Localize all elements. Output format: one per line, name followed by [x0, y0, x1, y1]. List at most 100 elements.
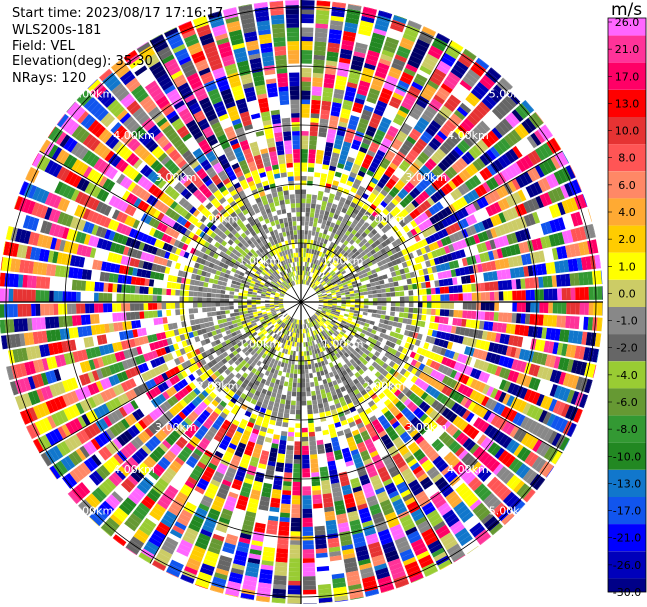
velocity-gate — [369, 192, 377, 200]
velocity-gate — [377, 192, 386, 200]
velocity-gate — [444, 302, 450, 309]
velocity-gate — [409, 211, 417, 220]
velocity-gate — [345, 254, 351, 260]
velocity-gate — [329, 276, 334, 281]
velocity-gate — [411, 199, 420, 208]
velocity-gate — [493, 84, 507, 97]
velocity-gate — [449, 94, 461, 105]
velocity-gate — [527, 152, 538, 166]
velocity-gate — [469, 214, 478, 224]
velocity-gate — [444, 286, 450, 294]
velocity-gate — [376, 310, 382, 315]
velocity-gate — [542, 314, 549, 327]
velocity-gate — [338, 62, 350, 69]
velocity-gate — [367, 196, 375, 204]
velocity-gate — [551, 188, 561, 202]
velocity-gate — [455, 250, 462, 259]
velocity-gate — [415, 99, 427, 109]
velocity-gate — [575, 287, 580, 300]
velocity-gate — [319, 261, 324, 267]
velocity-gate — [321, 263, 326, 268]
velocity-gate — [412, 174, 421, 184]
velocity-gate — [466, 284, 472, 293]
velocity-gate — [444, 262, 451, 271]
velocity-gate — [372, 32, 386, 41]
velocity-gate — [354, 307, 360, 311]
velocity-gate — [418, 193, 427, 202]
velocity-gate — [489, 311, 495, 321]
velocity-gate — [460, 139, 471, 151]
velocity-gate — [375, 314, 381, 319]
velocity-gate — [311, 90, 322, 96]
velocity-gate — [440, 237, 448, 247]
velocity-gate — [313, 68, 324, 74]
velocity-gate — [425, 260, 432, 268]
velocity-gate — [430, 315, 436, 323]
velocity-gate — [435, 33, 450, 44]
velocity-gate — [305, 257, 308, 262]
velocity-gate — [465, 319, 472, 328]
velocity-gate — [385, 257, 392, 263]
velocity-gate — [514, 243, 521, 255]
velocity-gate — [315, 260, 319, 265]
velocity-gate — [341, 279, 347, 284]
velocity-gate — [566, 287, 571, 301]
velocity-gate — [343, 251, 349, 258]
velocity-gate — [340, 277, 345, 282]
velocity-gate — [511, 109, 524, 122]
velocity-gate — [417, 155, 427, 164]
velocity-gate — [549, 261, 556, 274]
velocity-gate — [377, 293, 382, 298]
velocity-gate — [452, 201, 461, 211]
velocity-gate — [525, 302, 531, 313]
velocity-gate — [372, 309, 378, 314]
velocity-gate — [351, 143, 360, 151]
velocity-gate — [538, 162, 549, 176]
velocity-gate — [323, 264, 328, 270]
velocity-gate — [306, 280, 309, 286]
velocity-gate — [367, 225, 374, 232]
velocity-gate — [301, 279, 304, 285]
velocity-gate — [359, 266, 365, 271]
velocity-gate — [594, 333, 601, 347]
velocity-gate — [370, 83, 382, 92]
velocity-gate — [511, 279, 517, 290]
velocity-gate — [345, 230, 351, 237]
velocity-gate — [301, 45, 313, 51]
velocity-gate — [345, 291, 350, 295]
velocity-gate — [337, 272, 343, 278]
velocity-gate — [424, 187, 434, 197]
velocity-gate — [482, 181, 492, 193]
velocity-gate — [371, 211, 379, 218]
velocity-gate — [301, 194, 306, 199]
velocity-gate — [423, 109, 435, 119]
velocity-gate — [350, 278, 356, 283]
velocity-gate — [425, 281, 431, 288]
velocity-gate — [353, 265, 360, 271]
velocity-gate — [308, 253, 311, 258]
velocity-gate — [353, 256, 359, 262]
velocity-gate — [330, 15, 344, 22]
velocity-gate — [481, 231, 489, 241]
velocity-gate — [573, 243, 581, 257]
velocity-gate — [310, 283, 315, 288]
velocity-gate — [359, 302, 364, 305]
velocity-gate — [313, 279, 317, 284]
velocity-gate — [435, 309, 441, 316]
velocity-gate — [378, 58, 392, 67]
velocity-gate — [493, 281, 499, 291]
velocity-gate — [497, 156, 508, 169]
velocity-gate — [440, 185, 450, 196]
velocity-gate — [332, 243, 338, 249]
velocity-gate — [329, 29, 342, 35]
velocity-gate — [327, 128, 337, 135]
velocity-gate — [409, 111, 420, 120]
velocity-gate — [355, 42, 368, 50]
velocity-gate — [460, 239, 468, 248]
velocity-gate — [435, 90, 448, 101]
velocity-gate — [345, 86, 357, 93]
velocity-gate — [313, 54, 326, 61]
velocity-gate — [463, 194, 472, 204]
velocity-gate — [317, 260, 322, 266]
velocity-gate — [448, 166, 458, 177]
